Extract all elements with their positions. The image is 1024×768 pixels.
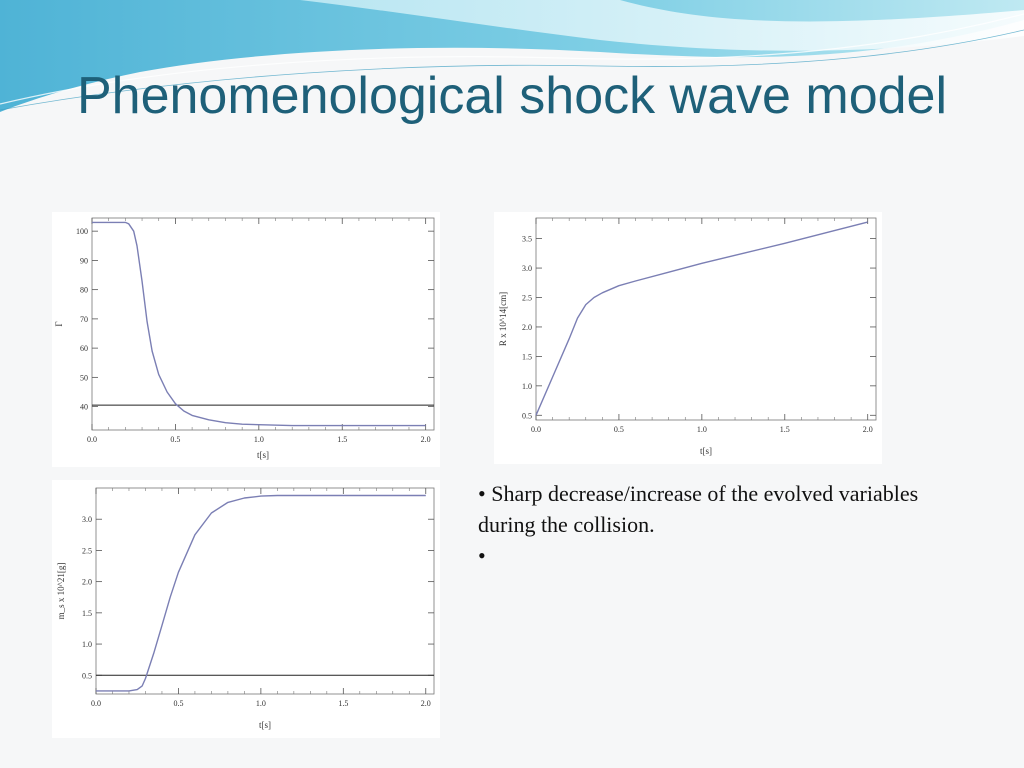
x-tick-label: 0.5 bbox=[173, 699, 183, 708]
chart-mass-svg: 0.0 0.5 1.0 1.5 2.0 0.5 1.0 1.5 2.0 2.5 3.0 t[s] m_s… bbox=[56, 487, 435, 730]
plot-frame bbox=[91, 217, 435, 431]
y-tick-label: 2.5 bbox=[522, 294, 532, 303]
y-tick-label: 70 bbox=[80, 315, 88, 324]
header-wave-decoration bbox=[0, 0, 1024, 112]
series-line bbox=[92, 221, 426, 427]
y-tick-label: 100 bbox=[76, 227, 88, 236]
wave-line-1 bbox=[0, 13, 1024, 105]
x-tick-label: 0.0 bbox=[531, 425, 541, 434]
y-tick-label: 90 bbox=[80, 256, 88, 265]
y-tick-label: 0.5 bbox=[522, 411, 532, 420]
y-tick-label: 0.5 bbox=[82, 671, 92, 680]
x-axis-label: t[s] bbox=[257, 450, 269, 460]
y-tick-label: 1.5 bbox=[522, 352, 532, 361]
y-tick-label: 2.5 bbox=[82, 546, 92, 555]
x-tick-label: 1.5 bbox=[337, 435, 347, 444]
y-tick-label: 2.0 bbox=[82, 578, 92, 587]
plot-frame bbox=[535, 217, 877, 421]
chart-gamma-svg: 0.0 0.5 1.0 1.5 2.0 40 50 60 70 80 90 100 t[s] Γ bbox=[54, 217, 435, 460]
y-tick-label: 3.0 bbox=[522, 264, 532, 273]
y-tick-label: 1.0 bbox=[522, 382, 532, 391]
y-axis-label: R x 10^14[cm] bbox=[498, 292, 508, 346]
x-tick-label: 2.0 bbox=[421, 699, 431, 708]
x-tick-label: 0.0 bbox=[87, 435, 97, 444]
x-tick-label: 0.5 bbox=[170, 435, 180, 444]
x-tick-label: 1.5 bbox=[338, 699, 348, 708]
chart-radius: 0.0 0.5 1.0 1.5 2.0 0.5 1.0 1.5 2.0 2.5 3.0 3.5 t[s]… bbox=[494, 212, 882, 464]
chart-radius-svg: 0.0 0.5 1.0 1.5 2.0 0.5 1.0 1.5 2.0 2.5 3.0 3.5 t[s]… bbox=[498, 217, 877, 456]
bullet-list: • Sharp decrease/increase of the evolved… bbox=[478, 478, 938, 571]
x-tick-label: 2.0 bbox=[421, 435, 431, 444]
x-tick-label: 0.5 bbox=[614, 425, 624, 434]
x-tick-label: 2.0 bbox=[863, 425, 873, 434]
y-tick-label: 3.0 bbox=[82, 515, 92, 524]
y-axis-label: Γ bbox=[54, 321, 64, 326]
series-line bbox=[96, 494, 426, 692]
bullet-item: • bbox=[478, 543, 486, 568]
x-tick-label: 1.5 bbox=[780, 425, 790, 434]
y-tick-label: 50 bbox=[80, 373, 88, 382]
x-tick-label: 1.0 bbox=[254, 435, 264, 444]
y-axis-label: m_s x 10^21[g] bbox=[56, 563, 66, 620]
wave-band-light bbox=[300, 0, 1024, 51]
y-tick-label: 2.0 bbox=[522, 323, 532, 332]
bullet-item: • Sharp decrease/increase of the evolved… bbox=[478, 481, 919, 537]
plot-frame bbox=[95, 487, 435, 695]
y-tick-label: 1.5 bbox=[82, 609, 92, 618]
y-tick-label: 40 bbox=[80, 403, 88, 412]
y-tick-label: 80 bbox=[80, 286, 88, 295]
x-axis-label: t[s] bbox=[259, 720, 271, 730]
x-axis-label: t[s] bbox=[700, 446, 712, 456]
chart-mass: 0.0 0.5 1.0 1.5 2.0 0.5 1.0 1.5 2.0 2.5 3.0 t[s] m_s… bbox=[52, 480, 440, 738]
wave-line-2 bbox=[0, 29, 1024, 111]
x-tick-label: 1.0 bbox=[697, 425, 707, 434]
bullet-text: Sharp decrease/increase of the evolved v… bbox=[478, 481, 919, 537]
y-tick-label: 1.0 bbox=[82, 640, 92, 649]
slide-title: Phenomenological shock wave model bbox=[76, 67, 948, 125]
x-tick-label: 0.0 bbox=[91, 699, 101, 708]
x-tick-label: 1.0 bbox=[256, 699, 266, 708]
y-tick-label: 3.5 bbox=[522, 235, 532, 244]
series-line bbox=[535, 221, 868, 416]
chart-gamma: 0.0 0.5 1.0 1.5 2.0 40 50 60 70 80 90 100 t[s] Γ bbox=[52, 212, 440, 467]
y-tick-label: 60 bbox=[80, 344, 88, 353]
